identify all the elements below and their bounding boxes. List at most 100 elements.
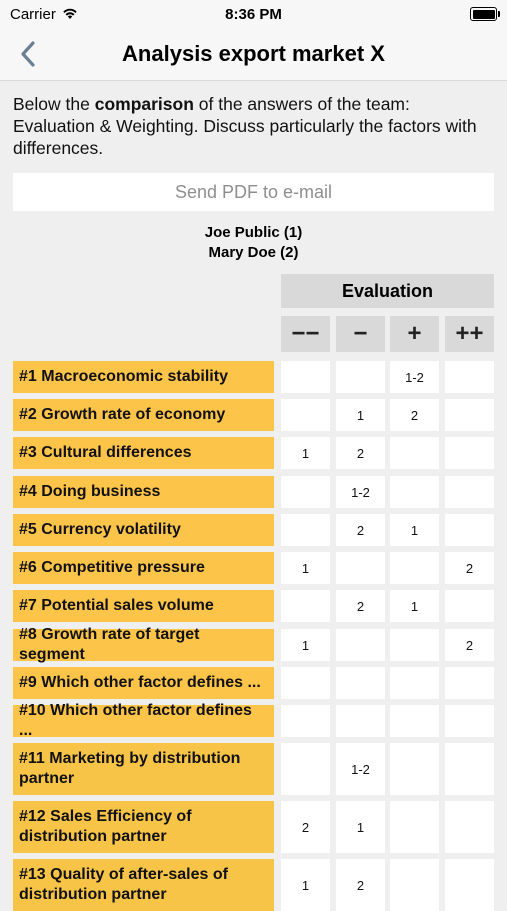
- evaluation-header: Evaluation: [281, 274, 494, 308]
- back-button[interactable]: [14, 38, 42, 70]
- table-cell: [390, 552, 439, 584]
- table-cell: 2: [445, 629, 494, 661]
- chevron-left-icon: [21, 41, 35, 67]
- table-row: #2 Growth rate of economy 1 2: [13, 399, 494, 431]
- status-bar: Carrier 8:36 PM: [0, 0, 507, 28]
- factor-label: #4 Doing business: [13, 476, 274, 508]
- factor-label: #1 Macroeconomic stability: [13, 361, 274, 393]
- table-cell: 2: [336, 514, 385, 546]
- scale-positive: +: [390, 316, 439, 352]
- table-row: #1 Macroeconomic stability 1-2: [13, 361, 494, 393]
- table-cell: [336, 705, 385, 737]
- scale-very-positive: ++: [445, 316, 494, 352]
- table-cell: 1-2: [336, 743, 385, 795]
- table-cell: [281, 743, 330, 795]
- team-members: Joe Public (1) Mary Doe (2): [0, 223, 507, 263]
- evaluation-scale: −− − + ++: [281, 316, 494, 352]
- table-cell: 1: [281, 552, 330, 584]
- factor-label: #12 Sales Efficiency of distribution par…: [13, 801, 274, 853]
- factor-label: #9 Which other factor defines ...: [13, 667, 274, 699]
- table-cell: 1: [390, 590, 439, 622]
- table-row: #4 Doing business 1-2: [13, 476, 494, 508]
- table-cell: [336, 629, 385, 661]
- table-cell: [390, 743, 439, 795]
- team-member-2: Mary Doe (2): [208, 244, 299, 261]
- factor-label: #13 Quality of after-sales of distributi…: [13, 859, 274, 911]
- table-cell: 2: [336, 437, 385, 469]
- table-row: #10 Which other factor defines ...: [13, 702, 494, 739]
- table-row: #13 Quality of after-sales of distributi…: [13, 859, 494, 911]
- table-cell: 1-2: [390, 361, 439, 393]
- table-cell: [445, 590, 494, 622]
- table-row: #7 Potential sales volume 2 1: [13, 590, 494, 622]
- table-cell: [390, 705, 439, 737]
- table-cell: [445, 801, 494, 853]
- table-cell: [445, 514, 494, 546]
- table-cell: [445, 437, 494, 469]
- table-cell: 1: [336, 801, 385, 853]
- table-cell: [390, 801, 439, 853]
- team-member-1: Joe Public (1): [204, 224, 303, 241]
- battery-icon: [470, 7, 500, 21]
- table-row: #11 Marketing by distribution partner 1-…: [13, 743, 494, 795]
- table-cell: [445, 859, 494, 911]
- table-row: #8 Growth rate of target segment 1 2: [13, 626, 494, 663]
- table-cell: 2: [390, 399, 439, 431]
- factor-label: #3 Cultural differences: [13, 437, 274, 469]
- factor-label: #10 Which other factor defines ...: [13, 702, 274, 739]
- table-cell: [445, 667, 494, 699]
- table-cell: 1-2: [336, 476, 385, 508]
- table-row: #5 Currency volatility 2 1: [13, 514, 494, 546]
- table-cell: [390, 667, 439, 699]
- table-cell: [281, 361, 330, 393]
- factor-label: #6 Competitive pressure: [13, 552, 274, 584]
- table-cell: [445, 705, 494, 737]
- table-cell: [281, 667, 330, 699]
- table-cell: [445, 361, 494, 393]
- wifi-icon: [63, 8, 77, 19]
- table-cell: 2: [336, 590, 385, 622]
- factor-label: #11 Marketing by distribution partner: [13, 743, 274, 795]
- factor-label: #8 Growth rate of target segment: [13, 626, 274, 663]
- scale-very-negative: −−: [281, 316, 330, 352]
- table-row: #3 Cultural differences 1 2: [13, 437, 494, 469]
- factor-label: #5 Currency volatility: [13, 514, 274, 546]
- table-cell: 2: [445, 552, 494, 584]
- table-cell: [390, 859, 439, 911]
- table-cell: [281, 476, 330, 508]
- table-cell: 1: [281, 629, 330, 661]
- status-left: Carrier: [10, 6, 78, 23]
- scale-negative: −: [336, 316, 385, 352]
- table-cell: [281, 590, 330, 622]
- navigation-bar: Analysis export market X: [0, 28, 507, 81]
- table-cell: [445, 743, 494, 795]
- table-cell: 2: [336, 859, 385, 911]
- intro-text-before: Below the: [13, 94, 95, 114]
- table-row: #6 Competitive pressure 1 2: [13, 552, 494, 584]
- table-cell: [336, 552, 385, 584]
- table-cell: 2: [281, 801, 330, 853]
- intro-text-after: of the answers of the team: Evaluation &…: [13, 94, 477, 158]
- send-pdf-button[interactable]: Send PDF to e-mail: [13, 173, 494, 211]
- table-cell: [390, 629, 439, 661]
- table-cell: 1: [281, 859, 330, 911]
- carrier-label: Carrier: [10, 5, 56, 23]
- table-cell: [445, 476, 494, 508]
- table-row: #9 Which other factor defines ...: [13, 667, 494, 699]
- table-cell: 1: [281, 437, 330, 469]
- table-cell: [336, 667, 385, 699]
- factor-label: #7 Potential sales volume: [13, 590, 274, 622]
- intro-text: Below the comparison of the answers of t…: [0, 81, 507, 159]
- table-cell: 1: [336, 399, 385, 431]
- table-cell: [390, 476, 439, 508]
- table-cell: [336, 361, 385, 393]
- factor-label: #2 Growth rate of economy: [13, 399, 274, 431]
- table-cell: [281, 514, 330, 546]
- page-title: Analysis export market X: [122, 41, 385, 66]
- intro-text-bold: comparison: [94, 94, 194, 114]
- table-cell: 1: [390, 514, 439, 546]
- table-cell: [281, 399, 330, 431]
- table-cell: [445, 399, 494, 431]
- table-row: #12 Sales Efficiency of distribution par…: [13, 801, 494, 853]
- table-cell: [390, 437, 439, 469]
